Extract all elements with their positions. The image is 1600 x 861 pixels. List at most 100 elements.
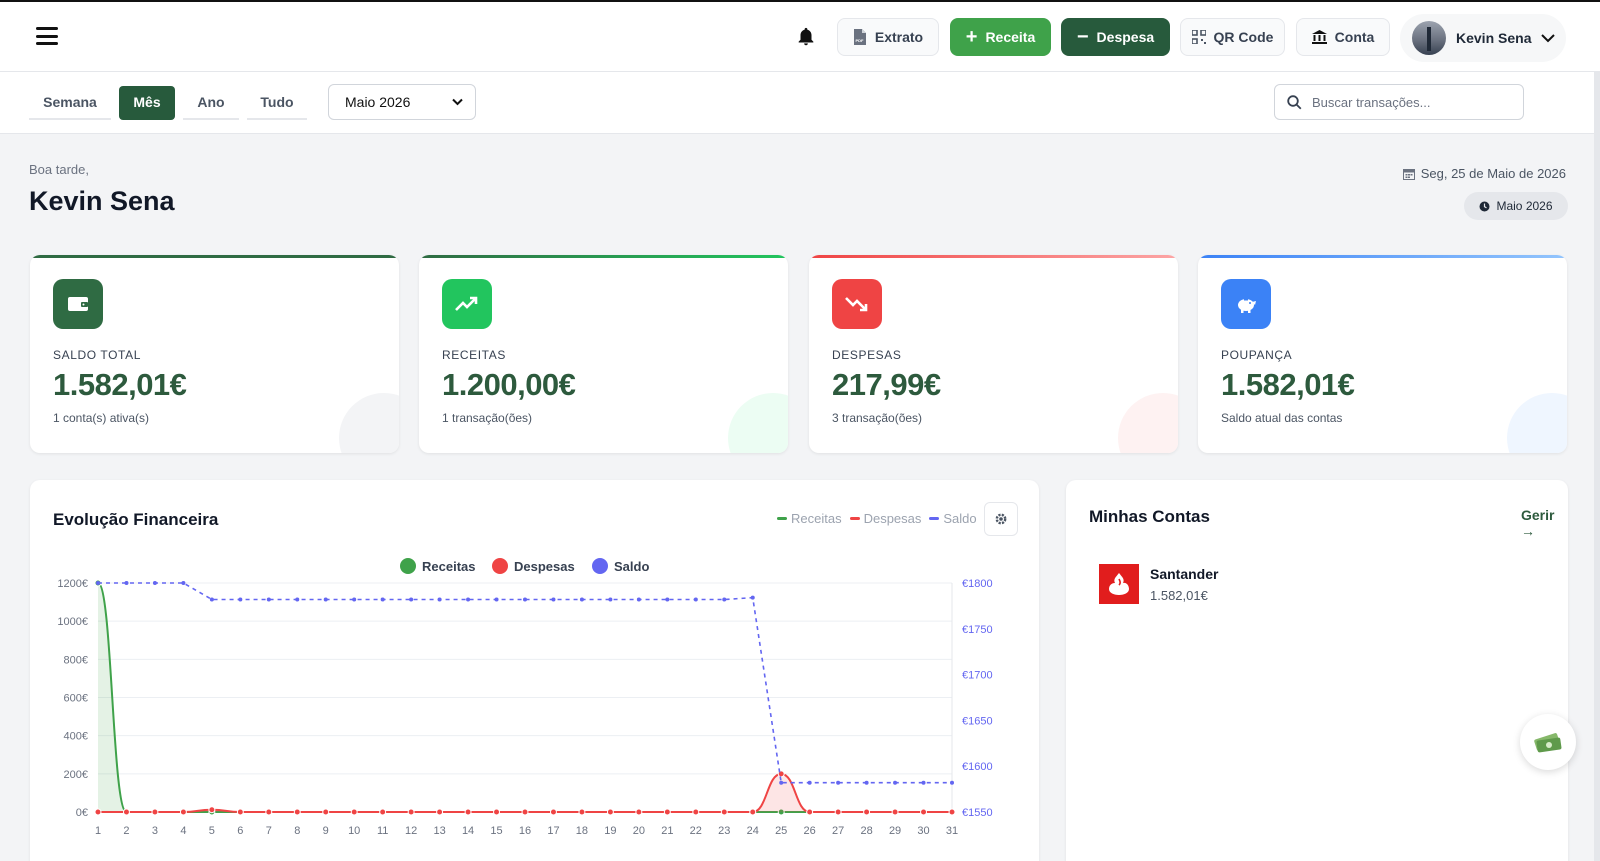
data-point-despesas xyxy=(151,808,159,816)
series-area-despesas xyxy=(98,773,952,812)
data-point-saldo xyxy=(636,597,641,602)
plus-icon: + xyxy=(965,26,978,48)
floating-action-button[interactable] xyxy=(1520,714,1576,770)
despesa-label: Despesa xyxy=(1096,29,1155,45)
y-left-tick-label: 1200€ xyxy=(57,578,88,590)
card-accent xyxy=(419,255,788,258)
avatar xyxy=(1412,21,1446,55)
card-decoration xyxy=(728,393,788,453)
x-tick-label: 9 xyxy=(323,825,329,837)
financial-chart: 0€ 200€ 400€ 600€ 800€ 1000€ 1200€ €1550 €1600 €1… xyxy=(57,558,993,837)
manage-accounts-link[interactable]: Gerir → xyxy=(1521,507,1555,539)
data-point-saldo xyxy=(921,780,926,785)
card-subtext: 1 conta(s) ativa(s) xyxy=(53,411,150,425)
y-left-tick-label: 600€ xyxy=(64,693,88,705)
data-point-despesas xyxy=(521,808,529,816)
data-point-saldo xyxy=(551,597,556,602)
card-subtext: Saldo atual das contas xyxy=(1221,411,1343,425)
y-left-tick-label: 0€ xyxy=(76,807,88,819)
data-point-despesas xyxy=(549,808,557,816)
data-point-despesas xyxy=(208,806,216,814)
card-label: RECEITAS xyxy=(442,348,506,362)
data-point-despesas xyxy=(891,808,899,816)
x-tick-label: 10 xyxy=(348,825,360,837)
data-point-despesas xyxy=(350,808,358,816)
santander-logo[interactable] xyxy=(1099,564,1139,604)
top-header: PDF Extrato + Receita − Despesa QR Code … xyxy=(0,2,1600,72)
conta-button[interactable]: Conta xyxy=(1296,18,1390,56)
data-point-saldo xyxy=(722,597,727,602)
data-point-saldo xyxy=(779,780,784,785)
chart-settings-button[interactable] xyxy=(984,502,1018,536)
card-icon-box xyxy=(832,279,882,329)
page-scrollbar[interactable] xyxy=(1594,72,1600,861)
y-right-tick-label: €1600 xyxy=(962,761,993,773)
x-tick-label: 8 xyxy=(294,825,300,837)
data-point-saldo xyxy=(323,597,328,602)
data-point-despesas xyxy=(236,808,244,816)
card-label: SALDO TOTAL xyxy=(53,348,141,362)
data-point-saldo xyxy=(864,780,869,785)
x-tick-label: 29 xyxy=(889,825,901,837)
data-point-saldo xyxy=(352,597,357,602)
tab-tudo[interactable]: Tudo xyxy=(247,86,307,120)
trending-up-icon xyxy=(455,296,478,311)
card-value: 1.200,00€ xyxy=(442,367,576,402)
card-accent xyxy=(809,255,1178,258)
data-point-despesas xyxy=(407,808,415,816)
extrato-button[interactable]: PDF Extrato xyxy=(837,18,939,56)
greeting-text: Boa tarde, xyxy=(29,162,89,177)
x-tick-label: 12 xyxy=(405,825,417,837)
qrcode-icon xyxy=(1191,30,1206,44)
y-left-tick-label: 1000€ xyxy=(57,616,88,628)
y-right-tick-label: €1550 xyxy=(962,807,993,819)
menu-icon[interactable] xyxy=(36,27,58,45)
qrcode-button[interactable]: QR Code xyxy=(1180,18,1285,56)
data-point-saldo xyxy=(893,780,898,785)
period-pill: Maio 2026 xyxy=(1464,192,1568,220)
card-icon-box xyxy=(442,279,492,329)
x-tick-label: 2 xyxy=(123,825,129,837)
card-label: DESPESAS xyxy=(832,348,902,362)
tab-mes[interactable]: Mês xyxy=(119,86,175,120)
data-point-saldo xyxy=(693,597,698,602)
y-left-tick-label: 200€ xyxy=(64,769,88,781)
x-tick-label: 7 xyxy=(266,825,272,837)
add-receita-button[interactable]: + Receita xyxy=(950,18,1051,56)
evolution-panel: Evolução Financeira Receitas Despesas Sa… xyxy=(30,480,1039,861)
card-decoration xyxy=(1507,393,1567,453)
card-saldo-total: SALDO TOTAL 1.582,01€ 1 conta(s) ativa(s… xyxy=(30,255,399,453)
add-despesa-button[interactable]: − Despesa xyxy=(1061,18,1170,56)
account-name[interactable]: Santander xyxy=(1150,566,1219,582)
period-select-value: Maio 2026 xyxy=(345,94,411,110)
card-despesas: DESPESAS 217,99€ 3 transação(ões) xyxy=(809,255,1178,453)
data-point-despesas xyxy=(379,808,387,816)
data-point-despesas xyxy=(806,808,814,816)
search-input[interactable]: Buscar transações... xyxy=(1274,84,1524,120)
x-tick-label: 19 xyxy=(604,825,616,837)
legend-swatch-receitas xyxy=(777,517,787,520)
x-tick-label: 5 xyxy=(209,825,215,837)
trending-down-icon xyxy=(845,297,868,312)
data-point-saldo xyxy=(266,597,271,602)
tab-semana[interactable]: Semana xyxy=(29,86,111,120)
current-date-text: Seg, 25 de Maio de 2026 xyxy=(1420,166,1566,181)
data-point-saldo xyxy=(96,581,100,585)
user-menu[interactable]: Kevin Sena xyxy=(1400,14,1566,62)
data-point-saldo xyxy=(124,581,129,585)
tab-ano[interactable]: Ano xyxy=(183,86,239,120)
x-tick-label: 21 xyxy=(661,825,673,837)
data-point-despesas xyxy=(920,808,928,816)
period-select[interactable]: Maio 2026 xyxy=(328,84,476,120)
mini-legend-despesas: Despesas xyxy=(863,511,922,526)
gear-icon xyxy=(995,513,1007,525)
flame-icon xyxy=(1109,573,1129,595)
data-point-saldo xyxy=(152,581,157,585)
legend-swatch-despesas xyxy=(849,517,860,520)
data-point-saldo xyxy=(579,597,584,602)
bell-icon[interactable] xyxy=(795,26,817,48)
data-point-receitas xyxy=(777,808,785,816)
x-tick-label: 22 xyxy=(690,825,702,837)
y-left-tick-label: 400€ xyxy=(64,731,88,743)
x-tick-label: 4 xyxy=(180,825,186,837)
